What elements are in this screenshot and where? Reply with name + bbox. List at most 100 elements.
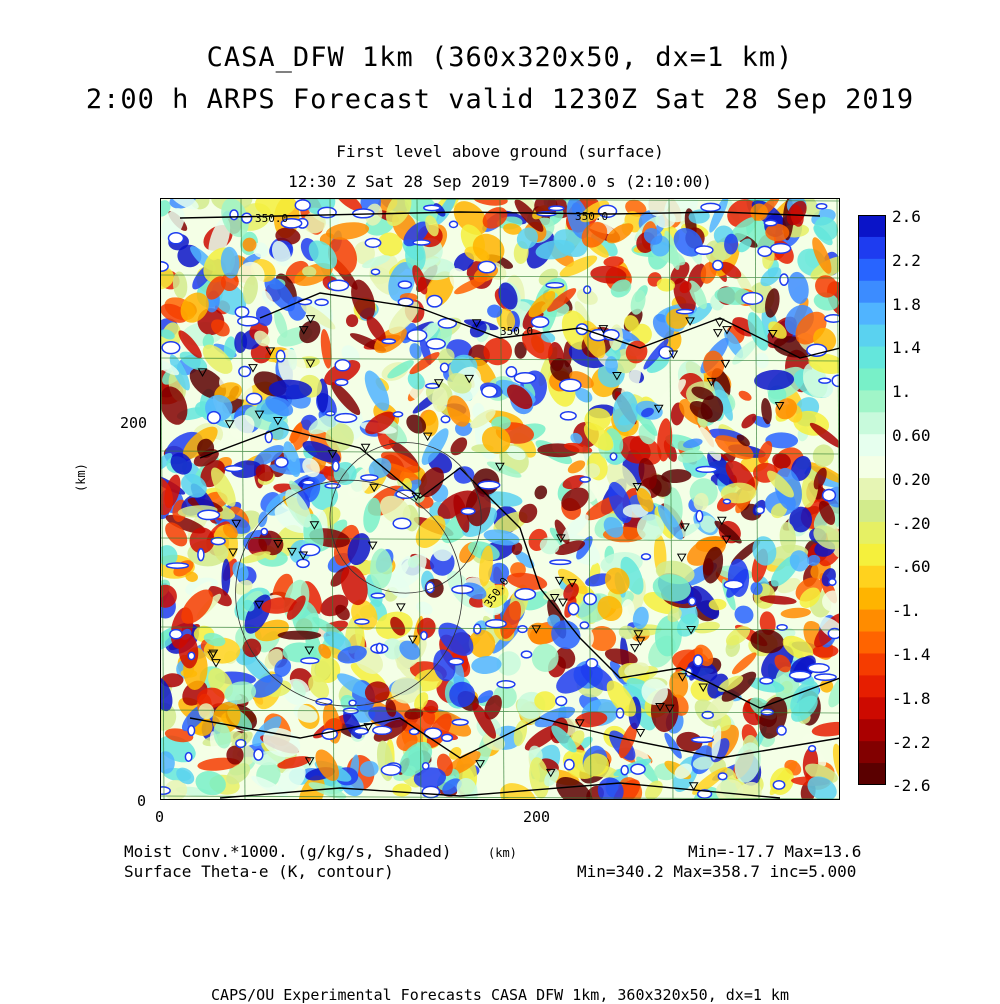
station-marker bbox=[395, 603, 406, 612]
station-marker bbox=[422, 432, 433, 442]
shaded-min-max: Min=-17.7 Max=13.6 bbox=[688, 842, 862, 861]
station-marker bbox=[635, 728, 646, 738]
station-marker bbox=[774, 401, 785, 411]
x-axis-label: (km) bbox=[488, 846, 517, 860]
colorbar-label: -.20 bbox=[892, 513, 931, 533]
station-marker bbox=[668, 350, 679, 359]
station-marker bbox=[721, 535, 732, 545]
colorbar-swatch bbox=[858, 368, 886, 391]
station-marker bbox=[567, 579, 577, 588]
station-marker bbox=[208, 649, 219, 659]
station-marker bbox=[433, 379, 444, 388]
station-marker bbox=[211, 659, 221, 668]
station-marker bbox=[558, 598, 568, 608]
colorbar-swatch bbox=[858, 741, 886, 764]
station-marker bbox=[411, 492, 422, 502]
station-marker bbox=[304, 757, 315, 766]
colorbar-swatch bbox=[858, 697, 886, 720]
colorbar-label: -.60 bbox=[892, 557, 931, 577]
colorbar-swatch bbox=[858, 412, 886, 435]
station-marker bbox=[545, 768, 556, 778]
forecast-map: 350.0 350.0 350.0 350.0 bbox=[160, 198, 840, 800]
station-marker bbox=[273, 539, 283, 549]
theta-e-contours bbox=[179, 211, 840, 799]
station-marker bbox=[664, 704, 675, 714]
station-marker bbox=[298, 551, 309, 560]
station-marker bbox=[722, 326, 732, 335]
colorbar-swatch bbox=[858, 478, 886, 501]
station-marker bbox=[475, 760, 486, 769]
station-marker bbox=[471, 319, 482, 328]
station-marker bbox=[360, 443, 371, 453]
station-marker bbox=[712, 329, 723, 338]
station-marker bbox=[327, 450, 338, 459]
y-tick-200: 200 bbox=[120, 414, 148, 432]
station-marker bbox=[688, 782, 699, 791]
colorbar-label: 2.2 bbox=[892, 250, 921, 270]
station-marker bbox=[629, 644, 640, 653]
station-marker bbox=[265, 347, 276, 356]
colorbar-swatch bbox=[858, 346, 886, 369]
station-marker bbox=[248, 364, 258, 373]
station-marker bbox=[767, 330, 778, 339]
colorbar-label: -1. bbox=[892, 601, 921, 621]
colorbar-swatch bbox=[858, 543, 886, 567]
colorbar-label: -2.6 bbox=[892, 776, 931, 796]
radar-range-rings bbox=[235, 442, 482, 707]
station-marker bbox=[273, 417, 283, 426]
station-marker bbox=[254, 600, 264, 610]
colorbar-swatch bbox=[858, 675, 886, 698]
station-marker bbox=[632, 483, 643, 492]
station-marker bbox=[633, 630, 644, 639]
colorbar-swatch bbox=[858, 763, 886, 785]
colorbar-swatch bbox=[858, 653, 886, 676]
station-marker bbox=[407, 635, 418, 645]
station-marker bbox=[676, 553, 687, 563]
moist-convergence-field bbox=[160, 198, 840, 800]
station-marker bbox=[677, 673, 688, 682]
title-line-1: CASA_DFW 1km (360x320x50, dx=1 km) bbox=[206, 42, 794, 73]
colorbar-swatch bbox=[858, 500, 886, 523]
station-marker bbox=[363, 723, 374, 732]
station-marker bbox=[464, 374, 475, 384]
credit-footer: CAPS/OU Experimental Forecasts CASA DFW … bbox=[211, 986, 789, 1004]
station-markers bbox=[197, 315, 785, 791]
station-marker bbox=[686, 625, 696, 635]
colorbar-label: 0.60 bbox=[892, 426, 931, 445]
station-marker bbox=[574, 719, 585, 728]
plot-frame bbox=[160, 198, 840, 800]
station-marker bbox=[720, 359, 731, 369]
y-tick-0: 0 bbox=[137, 792, 147, 810]
x-tick-200: 200 bbox=[523, 808, 551, 826]
colorbar-swatch bbox=[858, 236, 886, 260]
station-marker bbox=[531, 625, 542, 634]
contour-min-max: Min=340.2 Max=358.7 inc=5.000 bbox=[577, 862, 857, 881]
colorbar-swatch bbox=[858, 258, 886, 282]
colorbar-swatch bbox=[858, 565, 886, 589]
shaded-field-label: Moist Conv.*1000. (g/kg/s, Shaded) bbox=[124, 842, 452, 861]
station-marker bbox=[549, 594, 560, 603]
station-marker bbox=[224, 420, 235, 429]
contour-label: 350.0 bbox=[500, 325, 533, 338]
station-marker bbox=[367, 541, 378, 551]
station-marker bbox=[494, 462, 505, 472]
colorbar-swatch bbox=[858, 456, 886, 479]
colorbar-swatch bbox=[858, 521, 886, 545]
station-marker bbox=[305, 359, 316, 368]
station-marker bbox=[304, 646, 315, 656]
colorbar-swatch bbox=[858, 324, 886, 348]
station-marker bbox=[685, 317, 695, 326]
station-marker bbox=[231, 519, 242, 529]
colorbar-swatch bbox=[858, 631, 886, 654]
x-tick-0: 0 bbox=[155, 808, 165, 826]
station-marker bbox=[698, 683, 709, 693]
station-marker bbox=[598, 325, 609, 334]
station-marker bbox=[706, 377, 717, 387]
level-subtitle: First level above ground (surface) bbox=[336, 142, 664, 161]
colorbar-label: 1.8 bbox=[892, 294, 921, 314]
colorbar-label: -1.8 bbox=[892, 688, 931, 708]
station-marker bbox=[309, 521, 320, 530]
station-marker bbox=[298, 326, 309, 335]
colorbar-swatch bbox=[858, 609, 886, 633]
title-line-2: 2:00 h ARPS Forecast valid 1230Z Sat 28 … bbox=[85, 84, 915, 115]
